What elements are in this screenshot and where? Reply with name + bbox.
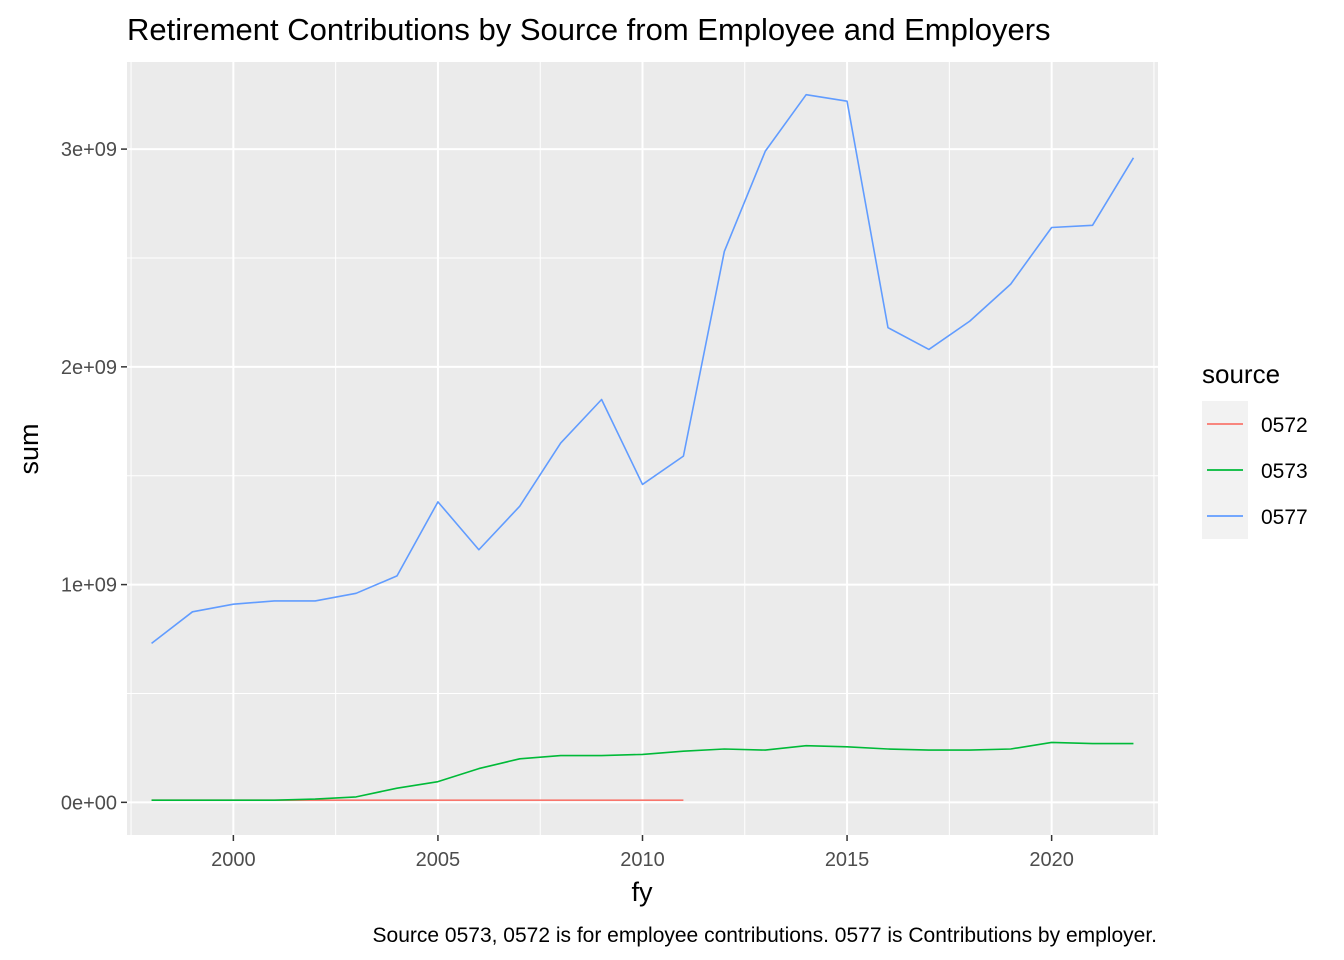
series-layer (151, 93, 1135, 801)
y-axis-title: sum (14, 423, 44, 474)
chart-title: Retirement Contributions by Source from … (127, 12, 1051, 47)
x-axis-title: fy (631, 877, 653, 907)
y-tick-label: 0e+00 (61, 792, 117, 814)
legend: source 0572 0573 0577 (1202, 359, 1308, 539)
x-tick-label: 2010 (620, 849, 665, 871)
legend-label-0573: 0573 (1261, 460, 1308, 483)
legend-title: source (1202, 359, 1280, 389)
x-axis: 2000 2005 2010 2015 2020 (211, 835, 1074, 871)
series-line-0573 (151, 741, 1134, 801)
legend-label-0577: 0577 (1261, 506, 1308, 529)
x-tick-label: 2020 (1029, 849, 1074, 871)
series-line-0577 (151, 93, 1135, 645)
x-tick-label: 2000 (211, 849, 256, 871)
x-tick-label: 2005 (416, 849, 461, 871)
y-axis: 0e+00 1e+09 2e+09 3e+09 (61, 139, 127, 814)
y-tick-label: 3e+09 (61, 139, 117, 161)
legend-keys: 0572 0573 0577 (1202, 401, 1308, 539)
chart-caption: Source 0573, 0572 is for employee contri… (373, 924, 1157, 947)
minor-gridlines (127, 62, 1158, 835)
y-tick-label: 2e+09 (61, 357, 117, 379)
major-gridlines (127, 62, 1158, 835)
y-tick-label: 1e+09 (61, 575, 117, 597)
legend-label-0572: 0572 (1261, 414, 1308, 437)
x-tick-label: 2015 (825, 849, 870, 871)
